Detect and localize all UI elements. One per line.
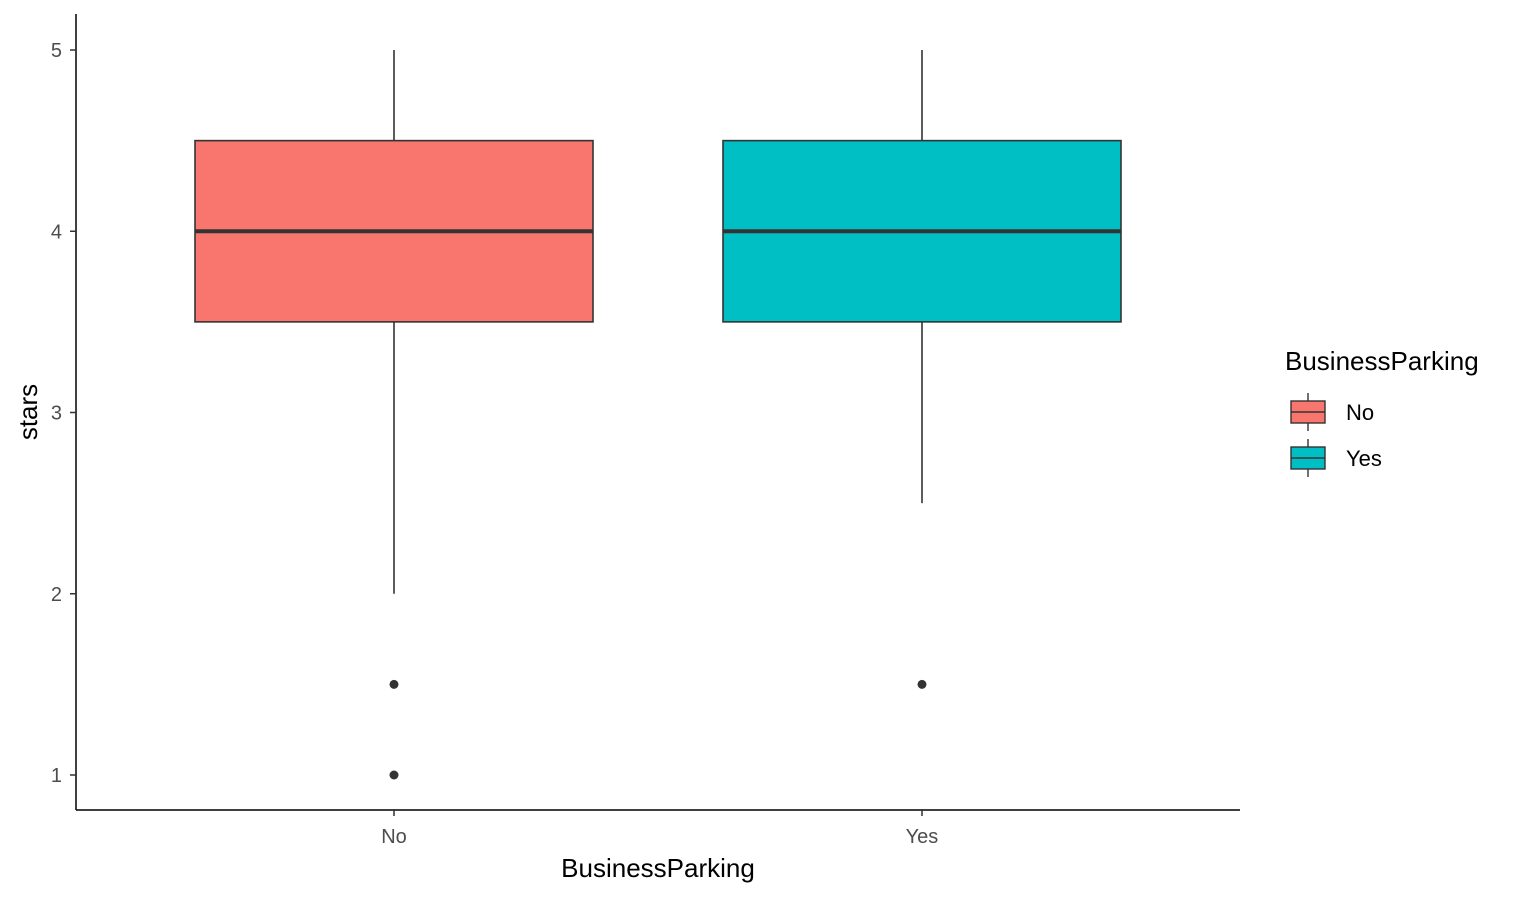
legend-item-yes: Yes [1290,439,1382,477]
outlier-point [389,770,399,780]
outlier-point [389,679,399,689]
y-tick-label: 3 [51,403,62,425]
box-yes [722,50,1122,689]
legend-label: No [1346,400,1374,425]
y-axis-title: stars [13,384,43,440]
x-tick-label: No [381,826,407,848]
x-axis-title: BusinessParking [561,853,755,883]
y-tick-label: 2 [51,584,62,606]
legend-title: BusinessParking [1285,346,1479,376]
y-tick-label: 5 [51,40,62,62]
plot-area [194,50,1122,780]
legend-label: Yes [1346,446,1382,471]
box-no [194,50,594,780]
axes: 1 2 3 4 5 No Yes [51,14,1240,848]
y-tick-label: 1 [51,765,62,787]
legend-item-no: No [1290,393,1374,431]
legend: BusinessParking No Yes [1285,346,1479,477]
y-tick-label: 4 [51,221,62,243]
x-tick-label: Yes [906,826,939,848]
outlier-point [917,679,927,689]
